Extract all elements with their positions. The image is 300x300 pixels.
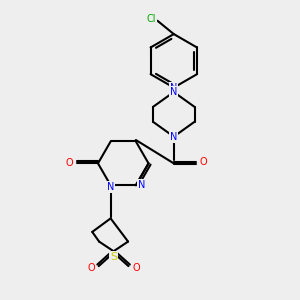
Text: N: N: [170, 132, 178, 142]
Text: Cl: Cl: [146, 14, 156, 24]
Text: O: O: [66, 158, 74, 168]
Text: N: N: [170, 87, 178, 97]
Text: O: O: [88, 262, 95, 273]
Text: N: N: [138, 180, 146, 190]
Text: N: N: [107, 182, 114, 192]
Text: S: S: [110, 252, 117, 262]
Text: O: O: [200, 157, 207, 167]
Text: O: O: [132, 262, 140, 273]
Text: N: N: [170, 82, 178, 93]
